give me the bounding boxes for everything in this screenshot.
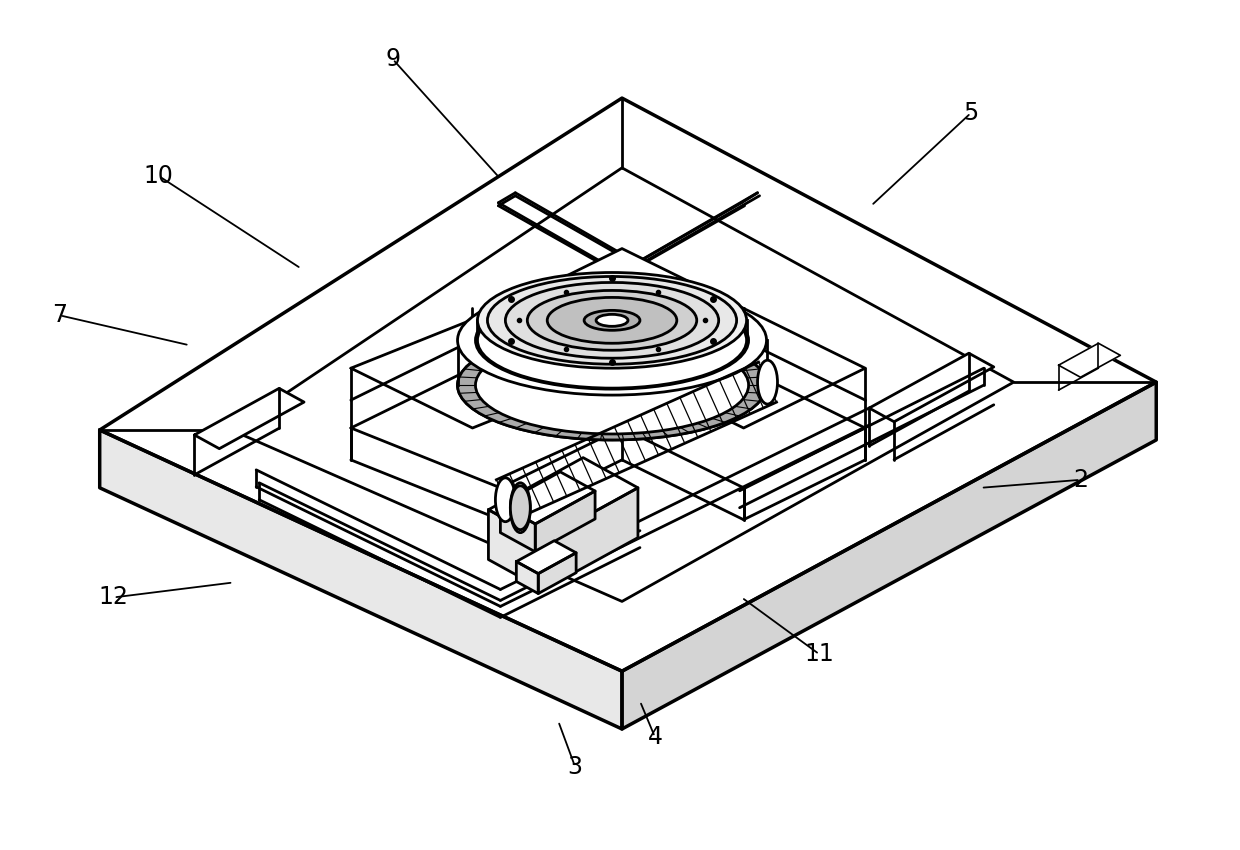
Polygon shape xyxy=(501,248,744,368)
Polygon shape xyxy=(538,552,577,593)
Ellipse shape xyxy=(758,360,777,404)
Polygon shape xyxy=(351,368,622,488)
Ellipse shape xyxy=(596,314,627,326)
Ellipse shape xyxy=(475,292,749,389)
Ellipse shape xyxy=(458,331,766,440)
Polygon shape xyxy=(516,541,577,574)
Polygon shape xyxy=(516,562,538,593)
Polygon shape xyxy=(1059,343,1121,377)
Ellipse shape xyxy=(511,486,531,530)
Polygon shape xyxy=(99,430,622,729)
Text: 11: 11 xyxy=(805,643,835,666)
Polygon shape xyxy=(622,368,866,488)
Ellipse shape xyxy=(458,331,766,440)
Text: 7: 7 xyxy=(52,303,67,327)
Ellipse shape xyxy=(475,337,749,434)
Polygon shape xyxy=(489,510,543,590)
Text: 12: 12 xyxy=(99,586,129,609)
Ellipse shape xyxy=(547,298,677,343)
Text: 5: 5 xyxy=(963,101,978,125)
Polygon shape xyxy=(869,354,993,422)
Polygon shape xyxy=(536,491,595,552)
Polygon shape xyxy=(351,309,622,428)
Text: 10: 10 xyxy=(144,164,174,188)
Polygon shape xyxy=(501,472,595,524)
Polygon shape xyxy=(99,98,1156,672)
Polygon shape xyxy=(543,488,637,590)
Ellipse shape xyxy=(458,286,766,395)
Polygon shape xyxy=(489,457,637,540)
Ellipse shape xyxy=(584,310,640,331)
Text: 9: 9 xyxy=(386,48,401,71)
Text: 2: 2 xyxy=(1073,468,1087,492)
Polygon shape xyxy=(622,382,1156,729)
Ellipse shape xyxy=(511,483,531,533)
Polygon shape xyxy=(195,388,304,449)
Text: 3: 3 xyxy=(568,755,583,779)
Polygon shape xyxy=(501,505,536,552)
Ellipse shape xyxy=(477,273,746,368)
Ellipse shape xyxy=(477,292,746,388)
Ellipse shape xyxy=(506,282,719,358)
Text: 4: 4 xyxy=(647,725,662,749)
Ellipse shape xyxy=(487,276,737,364)
Ellipse shape xyxy=(496,478,516,522)
Polygon shape xyxy=(232,167,1014,602)
Polygon shape xyxy=(622,309,866,428)
Ellipse shape xyxy=(527,291,697,350)
